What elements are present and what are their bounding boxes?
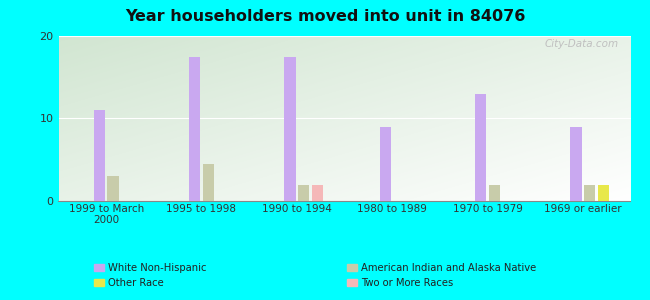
Bar — [380, 127, 391, 201]
Legend: White Non-Hispanic, Other Race: White Non-Hispanic, Other Race — [90, 259, 210, 292]
Bar — [489, 184, 500, 201]
Bar — [598, 184, 609, 201]
Bar — [107, 176, 119, 201]
Bar — [475, 94, 486, 201]
Legend: American Indian and Alaska Native, Two or More Races: American Indian and Alaska Native, Two o… — [343, 259, 540, 292]
Bar — [298, 184, 309, 201]
Bar — [94, 110, 105, 201]
Text: City-Data.com: City-Data.com — [545, 39, 619, 49]
Bar — [203, 164, 214, 201]
Bar — [189, 57, 200, 201]
Text: Year householders moved into unit in 84076: Year householders moved into unit in 840… — [125, 9, 525, 24]
Bar — [570, 127, 582, 201]
Bar — [284, 57, 296, 201]
Bar — [312, 184, 323, 201]
Bar — [584, 184, 595, 201]
